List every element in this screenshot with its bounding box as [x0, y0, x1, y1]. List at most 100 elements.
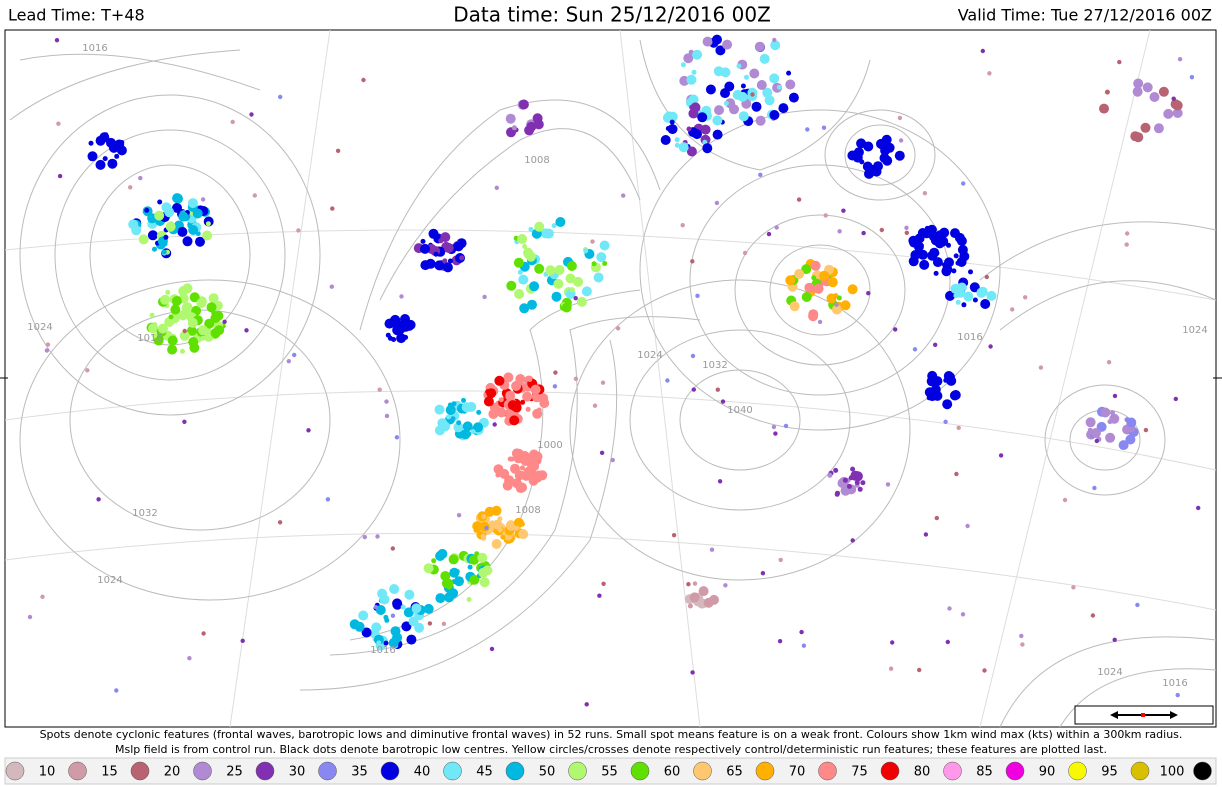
spot	[149, 312, 155, 318]
spot	[715, 387, 720, 392]
spot	[206, 302, 217, 313]
spot	[669, 119, 675, 125]
isobar-label: 1024	[27, 322, 52, 333]
spot	[450, 416, 456, 422]
spot	[705, 84, 716, 95]
spot	[799, 629, 804, 635]
spot	[278, 94, 283, 100]
spot	[1140, 122, 1151, 133]
spot	[44, 348, 50, 353]
spot	[532, 392, 542, 403]
spot	[170, 304, 181, 315]
spot	[448, 588, 459, 599]
spot	[680, 223, 685, 228]
spot	[178, 211, 189, 222]
spot	[99, 132, 110, 143]
spot	[188, 225, 199, 235]
spot	[965, 523, 970, 529]
spot	[390, 613, 396, 618]
spot	[968, 269, 973, 275]
data-time: Data time: Sun 25/12/2016 00Z	[453, 3, 771, 27]
spot	[182, 328, 187, 334]
spot	[988, 344, 993, 349]
spot	[837, 229, 842, 234]
spot	[1020, 642, 1025, 647]
spot	[773, 431, 778, 436]
spot	[565, 273, 576, 284]
spot	[1085, 417, 1096, 428]
spot	[601, 581, 606, 586]
spot	[1130, 131, 1141, 142]
spot	[584, 702, 589, 707]
spot	[496, 407, 507, 418]
spot	[454, 576, 464, 587]
spot	[306, 428, 311, 433]
spot	[423, 603, 434, 614]
spot	[796, 197, 802, 202]
spot	[493, 464, 504, 475]
spot	[1143, 427, 1149, 433]
spot	[674, 137, 680, 143]
spot	[509, 456, 515, 462]
spot	[702, 143, 713, 154]
spot	[777, 639, 783, 644]
spot	[138, 175, 143, 181]
spot	[154, 210, 165, 221]
spot	[760, 571, 766, 576]
spot	[205, 221, 211, 227]
spot	[1104, 89, 1110, 95]
spot	[857, 486, 863, 492]
spot	[532, 451, 543, 462]
spot	[167, 335, 178, 346]
spot	[1153, 123, 1164, 134]
legend-label: 55	[601, 765, 618, 780]
spot	[688, 108, 699, 119]
spot	[503, 372, 514, 383]
spot	[919, 259, 930, 270]
spot	[361, 77, 366, 83]
isobar-labels: 1016 1024 1016 1032 1024 1016 1008 1000 1008 1024…	[27, 43, 1207, 689]
spot	[195, 236, 205, 247]
spot	[448, 554, 459, 565]
spot	[477, 552, 488, 563]
spot	[766, 231, 772, 237]
spot	[1125, 231, 1130, 236]
spot	[182, 236, 193, 247]
legend-label: 10	[39, 765, 56, 780]
spot	[390, 626, 401, 637]
spot	[459, 255, 465, 261]
spot	[187, 317, 198, 328]
spot	[1105, 432, 1116, 443]
spot	[599, 240, 610, 251]
spot	[680, 62, 686, 68]
spot	[722, 39, 733, 50]
spot	[953, 253, 959, 259]
spot	[686, 146, 697, 157]
legend-label: 60	[664, 765, 681, 780]
spot	[756, 80, 767, 90]
spot	[384, 399, 389, 404]
spot	[469, 574, 480, 585]
spot	[200, 197, 206, 202]
legend-swatch	[130, 761, 150, 781]
legend-label: 95	[1101, 765, 1118, 780]
spot	[923, 532, 929, 537]
spot	[908, 235, 919, 246]
spot	[157, 199, 163, 205]
spot	[102, 156, 108, 162]
spot	[956, 257, 967, 267]
spot	[842, 477, 848, 483]
spot	[660, 135, 671, 145]
spot	[462, 421, 473, 432]
spot	[377, 387, 382, 392]
isobar-label: 1008	[524, 155, 549, 166]
spot	[518, 274, 529, 285]
spot	[528, 226, 534, 232]
spot	[945, 290, 955, 301]
spot	[95, 159, 106, 170]
legend-label: 20	[164, 765, 181, 780]
spot	[714, 105, 724, 116]
spot	[712, 129, 723, 140]
spot	[1158, 86, 1169, 97]
legend-label: 15	[101, 765, 118, 780]
